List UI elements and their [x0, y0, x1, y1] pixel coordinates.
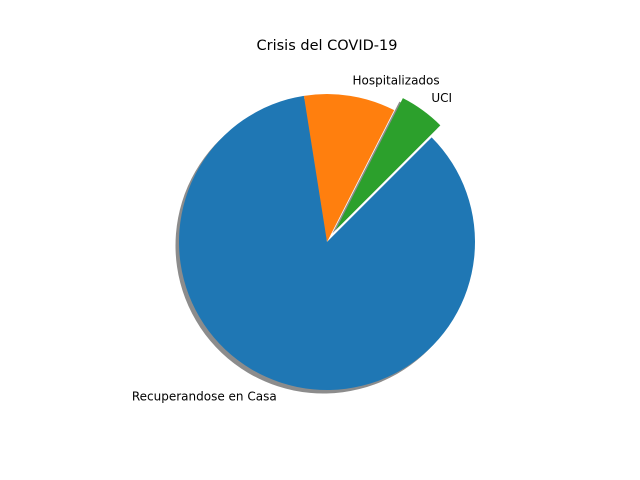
pie-slice-uci [335, 98, 441, 231]
pie-slices-group [178, 93, 475, 390]
pie-label-hospitalizados: Hospitalizados [352, 74, 439, 88]
chart-title: Crisis del COVID-19 [257, 38, 398, 54]
pie-label-uci: UCI [431, 91, 452, 105]
pie-label-recuperandose-en-casa: Recuperandose en Casa [132, 389, 277, 403]
pie-slice-hospitalizados [303, 93, 395, 243]
pie-slice-recuperandose-en-casa [178, 95, 475, 390]
pie-labels-group: UCI Hospitalizados Recuperandose en Casa [132, 74, 452, 404]
